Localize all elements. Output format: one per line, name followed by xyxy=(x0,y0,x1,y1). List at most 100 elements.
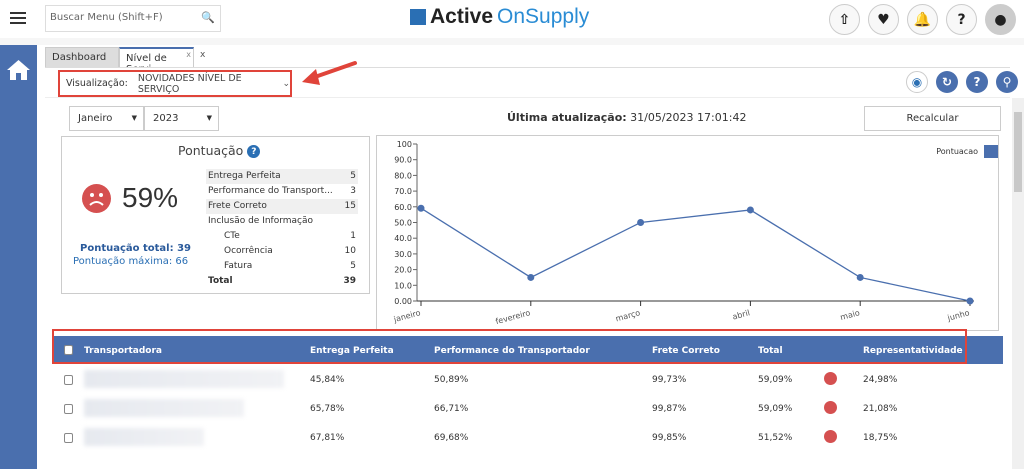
cell-total: 59,09% xyxy=(758,404,793,414)
score-row: Frete Correto 15 xyxy=(206,199,358,214)
select-all-checkbox[interactable] xyxy=(64,345,73,355)
search-menu-input[interactable]: Buscar Menu (Shift+F) 🔍 xyxy=(45,5,221,32)
score-row-label: Frete Correto xyxy=(208,201,267,211)
cell-frete: 99,87% xyxy=(652,404,687,414)
data-point xyxy=(527,273,535,281)
score-row: Fatura 5 xyxy=(206,259,358,274)
help-icon[interactable]: ? xyxy=(946,4,977,35)
transportadora-name-redacted xyxy=(84,428,204,446)
help-icon[interactable]: ? xyxy=(247,145,261,158)
score-row-label: Entrega Perfeita xyxy=(208,171,281,181)
score-panel xyxy=(61,136,370,294)
col-performance[interactable]: Performance do Transportador xyxy=(434,346,590,356)
score-row-label: Ocorrência xyxy=(224,246,273,256)
bell-icon[interactable]: 🔔 xyxy=(907,4,938,35)
y-tick-label: 80.0 xyxy=(394,171,412,180)
score-row: Inclusão de Informação xyxy=(206,214,358,229)
cell-repr: 18,75% xyxy=(863,433,898,443)
table-header: Transportadora Entrega Perfeita Performa… xyxy=(54,336,1003,364)
x-tick-label: janeiro xyxy=(392,308,422,324)
caret-down-icon: ▼ xyxy=(206,114,212,122)
home-icon[interactable] xyxy=(6,59,31,81)
cell-repr: 24,98% xyxy=(863,375,898,385)
scrollbar-thumb[interactable] xyxy=(1014,112,1022,192)
chart-svg: 0.00 10.0 20.0 30.0 40.0 50.0 60.0 70.0 80.0 90.0… xyxy=(392,140,998,326)
sad-face-icon xyxy=(824,372,837,385)
col-total[interactable]: Total xyxy=(758,346,783,356)
y-tick-label: 0.00 xyxy=(394,297,412,306)
data-point xyxy=(746,206,754,214)
recalculate-button[interactable]: Recalcular xyxy=(864,106,1001,131)
table-row[interactable]: 65,78% 66,71% 99,87% 59,09% 21,08% xyxy=(54,395,1003,424)
cell-total: 59,09% xyxy=(758,375,793,385)
score-row-value: 15 xyxy=(344,201,356,211)
cell-performance: 50,89% xyxy=(434,375,469,385)
vertical-scrollbar[interactable] xyxy=(1012,98,1024,469)
data-point xyxy=(637,219,645,226)
series-line xyxy=(420,207,971,302)
eye-icon[interactable]: ◉ xyxy=(906,71,928,93)
cell-frete: 99,85% xyxy=(652,433,687,443)
logo-onsupply: OnSupply xyxy=(497,5,590,28)
cell-entrega: 45,84% xyxy=(310,375,345,385)
y-tick-label: 10.0 xyxy=(394,281,412,290)
sad-face-icon xyxy=(82,184,111,213)
close-all-tabs-button[interactable]: x xyxy=(200,50,206,60)
cell-frete: 99,73% xyxy=(652,375,687,385)
y-tick-label: 90.0 xyxy=(394,156,412,165)
score-row-label: Total xyxy=(208,276,233,286)
last-update-value: 31/05/2023 17:01:42 xyxy=(630,111,747,124)
cell-performance: 66,71% xyxy=(434,404,469,414)
file-upload-icon[interactable]: ⇧ xyxy=(829,4,860,35)
tab-bar: Dashboard Nível de Servix x xyxy=(45,46,206,75)
search-placeholder: Buscar Menu (Shift+F) xyxy=(50,12,163,23)
help-icon[interactable]: ? xyxy=(966,71,988,93)
x-tick-label: junho xyxy=(946,308,971,323)
year-select[interactable]: 2023 ▼ xyxy=(144,106,219,131)
table-row[interactable]: 67,81% 69,68% 99,85% 51,52% 18,75% xyxy=(54,424,1003,453)
x-tick-label: maio xyxy=(839,308,861,322)
search-icon[interactable]: ⚲ xyxy=(996,71,1018,93)
logo-active: Active xyxy=(430,5,494,28)
cell-entrega: 67,81% xyxy=(310,433,345,443)
visualization-select[interactable]: Visualização: NOVIDADES NÍVEL DE SERVIÇO… xyxy=(58,70,292,97)
user-avatar-icon[interactable]: ● xyxy=(985,4,1016,35)
viz-label: Visualização: xyxy=(66,78,128,89)
cell-repr: 21,08% xyxy=(863,404,898,414)
table-row[interactable]: 45,84% 50,89% 99,73% 59,09% 24,98% xyxy=(54,366,1003,395)
col-representatividade[interactable]: Representatividade xyxy=(863,346,963,356)
score-row-label: Performance do Transport... xyxy=(208,186,333,196)
last-update: Última atualização: 31/05/2023 17:01:42 xyxy=(507,111,746,124)
y-tick-label: 100 xyxy=(397,140,412,149)
tab-dashboard[interactable]: Dashboard xyxy=(45,47,119,68)
sub-bar xyxy=(0,38,1024,45)
heartbeat-icon[interactable]: ♥ xyxy=(868,4,899,35)
score-row-value: 39 xyxy=(343,276,356,286)
score-title: Pontuação ? xyxy=(178,143,261,158)
divider xyxy=(45,97,1010,98)
row-checkbox[interactable] xyxy=(64,433,73,443)
score-row-label: Fatura xyxy=(224,261,253,271)
x-tick-label: abril xyxy=(731,308,750,321)
hamburger-menu-icon[interactable] xyxy=(10,9,26,25)
refresh-icon[interactable]: ↻ xyxy=(936,71,958,93)
score-row: CTe 1 xyxy=(206,229,358,244)
row-checkbox[interactable] xyxy=(64,404,73,414)
y-tick-label: 20.0 xyxy=(394,266,412,275)
score-row-value: 3 xyxy=(350,186,356,196)
sad-face-icon xyxy=(824,401,837,414)
month-select[interactable]: Janeiro ▼ xyxy=(69,106,144,131)
col-transportadora[interactable]: Transportadora xyxy=(84,346,163,356)
cell-entrega: 65,78% xyxy=(310,404,345,414)
col-frete-correto[interactable]: Frete Correto xyxy=(652,346,720,356)
row-checkbox[interactable] xyxy=(64,375,73,385)
score-row-value: 5 xyxy=(350,171,356,181)
y-tick-label: 30.0 xyxy=(394,250,412,259)
tab-nivel-servico[interactable]: Nível de Servix xyxy=(119,47,194,75)
search-icon[interactable]: 🔍 xyxy=(201,11,215,24)
tab-close-icon[interactable]: x xyxy=(186,50,191,59)
legend-swatch xyxy=(984,145,998,158)
y-tick-label: 70.0 xyxy=(394,187,412,196)
col-entrega-perfeita[interactable]: Entrega Perfeita xyxy=(310,346,394,356)
transportadora-name-redacted xyxy=(84,399,244,417)
